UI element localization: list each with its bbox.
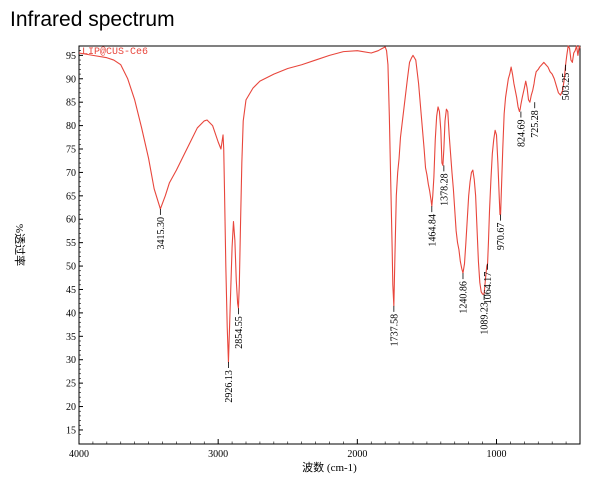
x-tick-label: 2000 (347, 449, 367, 460)
x-tick-label: 4000 (69, 449, 89, 460)
tick-layer: 15 20 25 30 35 40 45 50 55 60 65 70 75 80 85 90 95 4000 30… (66, 50, 567, 460)
peak-label: 970.67 (496, 223, 507, 251)
y-tick-label: 40 (66, 308, 76, 319)
peak-label: 1378.28 (439, 173, 450, 206)
y-tick-label: 50 (66, 262, 76, 273)
legend-label: LIP@CUS-Ce6 (82, 46, 148, 58)
y-tick-label: 30 (66, 355, 76, 366)
peak-label: 725.28 (530, 110, 541, 138)
y-tick-label: 20 (66, 402, 76, 413)
peak-label: 824.69 (516, 120, 527, 148)
peak-label: 1737.58 (389, 314, 400, 347)
y-tick-label: 35 (66, 332, 76, 343)
spectrum-line (78, 45, 581, 363)
y-tick-label: 75 (66, 145, 76, 156)
x-tick-label: 3000 (208, 449, 228, 460)
y-tick-label: 85 (66, 98, 76, 109)
y-tick-label: 95 (66, 51, 76, 62)
peak-label: 3415.30 (156, 217, 167, 250)
page-title: Infrared spectrum (10, 8, 175, 31)
peak-label: 1089.23 (480, 302, 491, 335)
peak-label: 2926.13 (224, 370, 235, 403)
y-tick-label: 70 (66, 168, 76, 179)
peak-label: 2854.55 (234, 316, 245, 349)
y-tick-label: 80 (66, 121, 76, 132)
y-tick-label: 15 (66, 425, 76, 436)
x-axis-label: 波数 (cm-1) (302, 461, 357, 474)
peak-annotations: 3415.30 2926.13 2854.55 1737.58 1464.841378.… (156, 64, 572, 403)
peak-label: 1464.84 (427, 214, 438, 247)
peak-label: 503.25 (561, 73, 572, 101)
series-layer: LIP@CUS-Ce6 (78, 45, 581, 363)
y-tick-label: 60 (66, 215, 76, 226)
y-tick-label: 45 (66, 285, 76, 296)
y-tick-label: 90 (66, 74, 76, 85)
peak-label: 1240.86 (458, 281, 469, 314)
y-axis-label: %透过率 (13, 224, 27, 266)
y-tick-label: 65 (66, 191, 76, 202)
peak-label: 1064.17 (483, 272, 494, 305)
y-tick-label: 25 (66, 379, 76, 390)
axis-labels: 波数 (cm-1) %透过率 (13, 224, 357, 474)
y-tick-label: 55 (66, 238, 76, 249)
x-tick-label: 1000 (487, 449, 507, 460)
